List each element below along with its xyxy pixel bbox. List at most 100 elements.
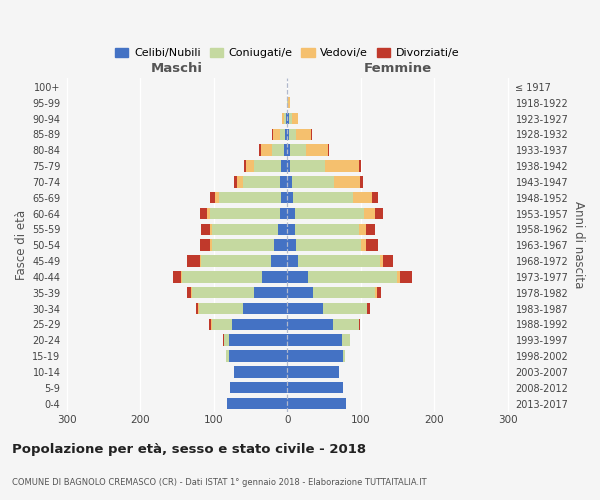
Bar	[272, 128, 287, 140]
Bar	[229, 334, 287, 346]
Bar	[207, 208, 287, 219]
Bar	[212, 224, 287, 235]
Bar	[287, 128, 296, 140]
Bar	[287, 144, 328, 156]
Bar	[243, 176, 287, 188]
Bar	[271, 256, 287, 266]
Bar	[200, 256, 287, 266]
Bar	[287, 192, 377, 203]
Bar	[287, 271, 400, 282]
Bar	[287, 208, 383, 219]
Bar	[287, 287, 376, 298]
Bar	[230, 382, 287, 394]
Bar	[287, 240, 366, 251]
Bar	[287, 128, 289, 140]
Bar	[287, 350, 346, 362]
Bar	[287, 334, 350, 346]
Bar	[238, 176, 287, 188]
Bar	[212, 240, 287, 251]
Bar	[223, 334, 287, 346]
Bar	[287, 318, 333, 330]
Bar	[243, 303, 287, 314]
Bar	[215, 192, 287, 203]
Bar	[287, 287, 382, 298]
Bar	[287, 128, 311, 140]
Bar	[281, 192, 287, 203]
Bar	[219, 192, 287, 203]
Bar	[274, 240, 287, 251]
Bar	[173, 271, 287, 282]
Bar	[287, 97, 290, 108]
Bar	[287, 113, 289, 124]
Bar	[287, 176, 363, 188]
Bar	[287, 350, 343, 362]
Bar	[287, 240, 296, 251]
Bar	[202, 224, 287, 235]
Bar	[287, 160, 325, 172]
Bar	[187, 287, 287, 298]
Bar	[246, 160, 287, 172]
Bar	[287, 97, 290, 108]
Bar	[287, 287, 377, 298]
Bar	[210, 240, 287, 251]
Bar	[187, 256, 287, 266]
Bar	[287, 208, 364, 219]
Bar	[210, 208, 287, 219]
Bar	[287, 240, 379, 251]
Bar	[210, 224, 287, 235]
Text: Popolazione per età, sesso e stato civile - 2018: Popolazione per età, sesso e stato civil…	[12, 442, 366, 456]
Bar	[202, 256, 287, 266]
Bar	[287, 256, 383, 266]
Bar	[287, 224, 366, 235]
Bar	[287, 382, 343, 394]
Bar	[232, 318, 287, 330]
Y-axis label: Fasce di età: Fasce di età	[15, 210, 28, 280]
Bar	[230, 382, 287, 394]
Bar	[209, 318, 287, 330]
Bar	[287, 271, 397, 282]
Bar	[280, 176, 287, 188]
Bar	[285, 128, 287, 140]
Bar	[287, 160, 290, 172]
Bar	[287, 334, 350, 346]
Bar	[199, 303, 287, 314]
Bar	[287, 176, 334, 188]
Bar	[287, 240, 361, 251]
Bar	[287, 224, 359, 235]
Bar	[287, 398, 346, 409]
Bar	[287, 144, 290, 156]
Bar	[287, 382, 343, 394]
Bar	[287, 208, 295, 219]
Bar	[287, 144, 329, 156]
Bar	[287, 398, 346, 409]
Bar	[181, 271, 287, 282]
Bar	[191, 287, 287, 298]
Bar	[227, 398, 287, 409]
Bar	[287, 366, 339, 378]
Bar	[287, 256, 393, 266]
Bar	[287, 334, 343, 346]
Bar	[200, 240, 287, 251]
Bar	[233, 366, 287, 378]
Bar	[287, 113, 298, 124]
Bar	[230, 382, 287, 394]
Bar	[261, 144, 287, 156]
Bar	[287, 160, 361, 172]
Bar	[287, 303, 370, 314]
Text: Maschi: Maschi	[151, 62, 203, 75]
Bar	[227, 398, 287, 409]
Bar	[287, 334, 350, 346]
Bar	[262, 271, 287, 282]
Bar	[287, 224, 376, 235]
Bar	[196, 303, 287, 314]
Bar	[280, 128, 287, 140]
Bar	[286, 113, 287, 124]
Bar	[287, 271, 412, 282]
Bar	[211, 318, 287, 330]
Bar	[210, 192, 287, 203]
Bar	[287, 144, 305, 156]
Bar	[287, 382, 343, 394]
Bar	[224, 334, 287, 346]
Text: COMUNE DI BAGNOLO CREMASCO (CR) - Dati ISTAT 1° gennaio 2018 - Elaborazione TUTT: COMUNE DI BAGNOLO CREMASCO (CR) - Dati I…	[12, 478, 427, 487]
Bar	[235, 176, 287, 188]
